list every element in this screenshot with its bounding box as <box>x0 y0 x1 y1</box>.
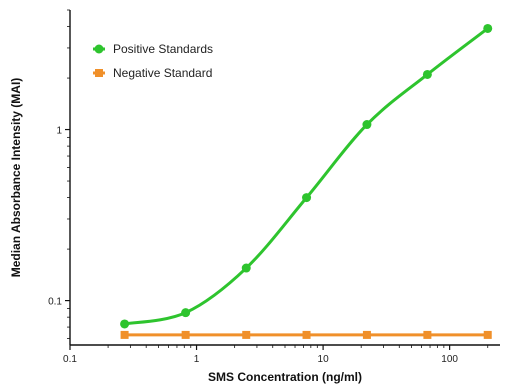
y-axis-title: Median Absorbance Intensity (MAI) <box>9 78 23 278</box>
data-point <box>120 319 130 329</box>
data-point <box>120 330 129 339</box>
legend: Positive Standards Negative Standard <box>93 42 213 80</box>
data-point <box>181 308 191 318</box>
y-tick-label: 1 <box>56 126 62 137</box>
y-tick-label: 0.1 <box>48 297 62 308</box>
axes <box>69 10 500 346</box>
data-point <box>302 193 312 203</box>
ticks: 0.1 1 10 100 0.1 1 <box>48 9 489 365</box>
data-point <box>423 330 432 339</box>
data-point <box>181 330 190 339</box>
series-points <box>120 23 493 339</box>
legend-marker <box>94 44 104 54</box>
legend-label: Negative Standard <box>113 66 212 80</box>
data-point <box>242 330 251 339</box>
data-point <box>483 330 492 339</box>
legend-label: Positive Standards <box>113 42 213 56</box>
x-tick-label: 1 <box>194 354 200 365</box>
data-point <box>483 23 493 33</box>
x-tick-label: 100 <box>441 354 458 365</box>
data-point <box>362 120 372 130</box>
data-point <box>241 263 251 273</box>
legend-marker <box>95 69 103 77</box>
data-point <box>362 330 371 339</box>
data-point <box>422 69 432 79</box>
x-tick-label: 10 <box>318 354 330 365</box>
x-tick-label: 0.1 <box>63 354 77 365</box>
x-axis-title: SMS Concentration (ng/ml) <box>208 370 362 384</box>
data-point <box>302 330 311 339</box>
